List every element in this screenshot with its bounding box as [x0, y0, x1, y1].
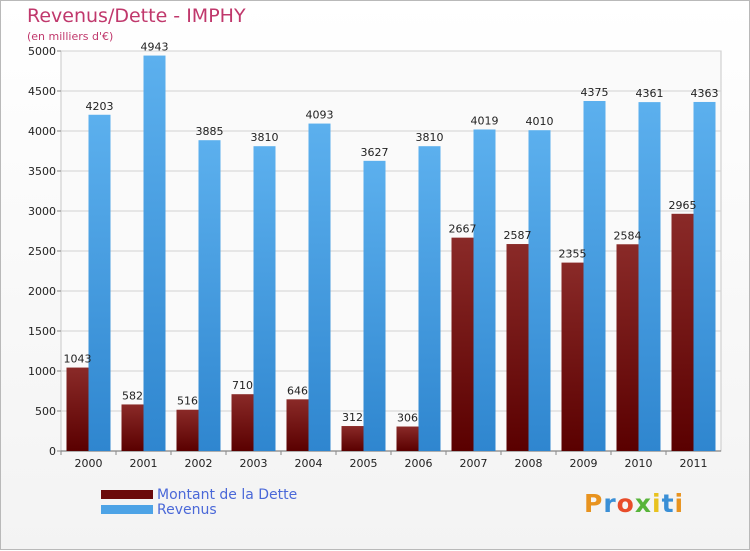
y-tick-label: 2500	[28, 245, 56, 258]
x-tick-label: 2009	[570, 457, 598, 470]
bar-dette	[121, 404, 144, 451]
y-tick-label: 5000	[28, 45, 56, 58]
data-label: 2965	[669, 199, 697, 212]
y-tick-label: 4000	[28, 125, 56, 138]
data-label: 4363	[691, 87, 719, 100]
bar-revenus	[198, 140, 221, 451]
data-label: 3885	[196, 125, 224, 138]
bar-revenus	[473, 129, 496, 452]
data-label: 3627	[361, 146, 389, 159]
data-label: 4010	[526, 115, 554, 128]
bar-dette	[561, 262, 584, 451]
x-tick-label: 2003	[240, 457, 268, 470]
bar-dette	[286, 399, 309, 451]
bar-revenus	[308, 123, 331, 451]
y-tick-label: 1000	[28, 365, 56, 378]
grid-layer	[57, 50, 722, 455]
data-label: 4375	[581, 86, 609, 99]
bar-dette	[451, 237, 474, 451]
bar-revenus	[638, 102, 661, 452]
bar-dette	[341, 426, 364, 451]
x-tick-label: 2008	[515, 457, 543, 470]
x-tick-label: 2011	[680, 457, 708, 470]
data-label: 2667	[449, 223, 477, 236]
x-tick-label: 2010	[625, 457, 653, 470]
legend-item-debt: Montant de la Dette	[101, 486, 298, 503]
bar-revenus	[143, 55, 166, 452]
y-tick-label: 500	[35, 405, 56, 418]
legend-label-revenus: Revenus	[157, 501, 217, 518]
bar-dette	[616, 244, 639, 451]
data-label: 3810	[416, 131, 444, 144]
data-label: 2584	[614, 229, 642, 242]
data-label: 3810	[251, 131, 279, 144]
legend-swatch-revenus	[101, 505, 153, 514]
data-label: 1043	[64, 353, 92, 366]
data-label: 516	[177, 395, 198, 408]
bar-dette	[231, 394, 254, 451]
bar-revenus	[253, 146, 276, 451]
y-tick-label: 0	[49, 445, 56, 458]
chart-title: Revenus/Dette - IMPHY	[27, 5, 246, 27]
bar-dette	[671, 213, 694, 451]
data-label: 312	[342, 411, 363, 424]
y-tick-label: 4500	[28, 85, 56, 98]
x-tick-label: 2001	[130, 457, 158, 470]
y-tick-label: 3500	[28, 165, 56, 178]
proxiti-logo: Proxiti	[584, 489, 685, 518]
data-label: 2355	[559, 248, 587, 261]
x-tick-label: 2000	[75, 457, 103, 470]
data-label: 4203	[86, 100, 114, 113]
data-label: 306	[397, 412, 418, 425]
bar-revenus	[583, 101, 606, 451]
bar-dette	[506, 244, 529, 451]
bar-revenus	[418, 146, 441, 451]
chart-subtitle: (en milliers d'€)	[27, 30, 114, 43]
x-tick-label: 2002	[185, 457, 213, 470]
x-tick-label: 2004	[295, 457, 323, 470]
x-tick-label: 2006	[405, 457, 433, 470]
legend-item-revenus: Revenus	[101, 501, 297, 518]
data-label: 4943	[141, 41, 169, 54]
legend-swatch-debt	[101, 490, 153, 499]
bar-dette	[176, 409, 199, 451]
data-label: 2587	[504, 229, 532, 242]
bar-revenus	[528, 130, 551, 451]
bar-revenus	[693, 101, 716, 452]
bar-revenus	[363, 160, 386, 451]
data-label: 4361	[636, 87, 664, 100]
y-tick-label: 2000	[28, 285, 56, 298]
data-label: 710	[232, 379, 253, 392]
y-tick-label: 3000	[28, 205, 56, 218]
legend-label-debt: Montant de la Dette	[157, 486, 298, 503]
x-tick-label: 2007	[460, 457, 488, 470]
x-tick-label: 2005	[350, 457, 378, 470]
bars-layer	[66, 55, 716, 452]
legend: Montant de la Dette Revenus	[101, 486, 298, 518]
data-label: 4019	[471, 114, 499, 127]
bar-dette	[396, 426, 419, 451]
y-tick-label: 1500	[28, 325, 56, 338]
bar-dette	[66, 367, 89, 451]
data-label: 4093	[306, 109, 334, 122]
data-label: 646	[287, 384, 308, 397]
labels-layer: 0 500 1000 1500 2000 2500 3000 3500 4000 4500 5000…	[28, 41, 719, 470]
bar-revenus	[88, 114, 111, 451]
data-label: 582	[122, 389, 143, 402]
